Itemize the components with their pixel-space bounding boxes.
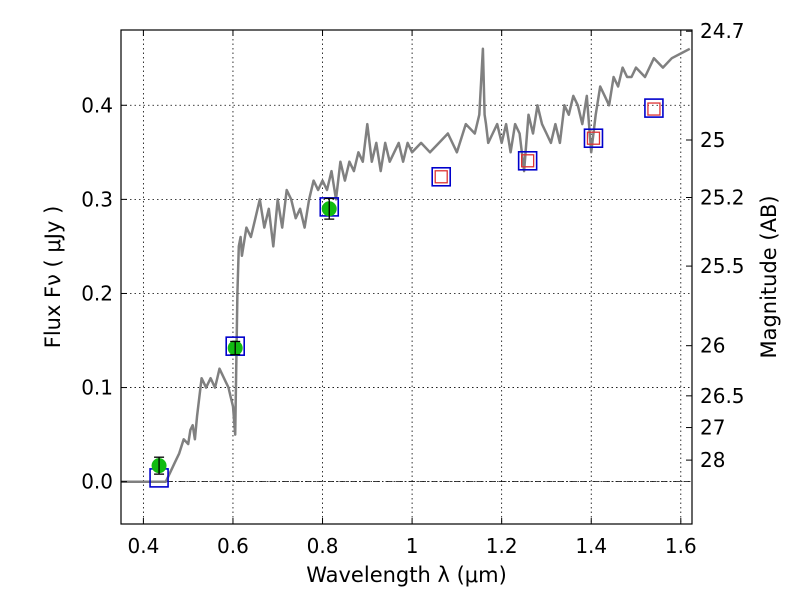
x-tick-label: 1.4 [575,534,607,558]
mag-tick-label: 25 [700,128,725,152]
right-axis-label: Magnitude (AB) [757,195,781,358]
red-square-marker [520,154,535,168]
mag-tick-label: 26.5 [700,384,745,408]
y-tick-label: 0.4 [81,93,113,117]
y-axis-label: Flux Fν ( μJy ) [41,206,65,349]
model-photometry-marker [431,166,452,187]
model-photometry-marker [583,128,604,149]
y-tick-label: 0.2 [81,281,113,305]
y-tick-label: 0.3 [81,187,113,211]
x-tick-label: 1.2 [486,534,518,558]
plot-frame [120,29,693,525]
mag-tick-label: 25.2 [700,185,745,209]
axis-ticks: 0.4 0.6 0.8 1 1.2 1.4 1.6 0.0 0.1 0.2 0.3 0.4 24.7 25… [81,19,744,558]
model-photometry-marker [644,98,664,118]
y-tick-label: 0.1 [81,376,113,400]
x-tick-label: 0.8 [307,534,339,558]
mag-tick-label: 26 [700,334,725,358]
x-tick-label: 0.4 [127,534,159,558]
model-photometry-marker [517,150,538,171]
x-tick-label: 0.6 [217,534,249,558]
grid-lines [121,30,692,524]
mag-tick-label: 25.5 [700,254,745,278]
x-axis-label: Wavelength λ (μm) [306,563,507,587]
red-square-marker [647,102,661,116]
x-tick-label: 1.6 [665,534,697,558]
red-square-marker [434,170,448,184]
mag-tick-label: 27 [700,416,725,440]
mag-tick-label: 24.7 [700,19,745,43]
sed-model-curve [121,47,691,483]
x-tick-label: 1 [406,534,419,558]
red-square-marker [586,131,601,145]
mag-tick-label: 28 [700,448,725,472]
y-tick-label: 0.0 [81,470,113,494]
data-layer [121,47,691,488]
